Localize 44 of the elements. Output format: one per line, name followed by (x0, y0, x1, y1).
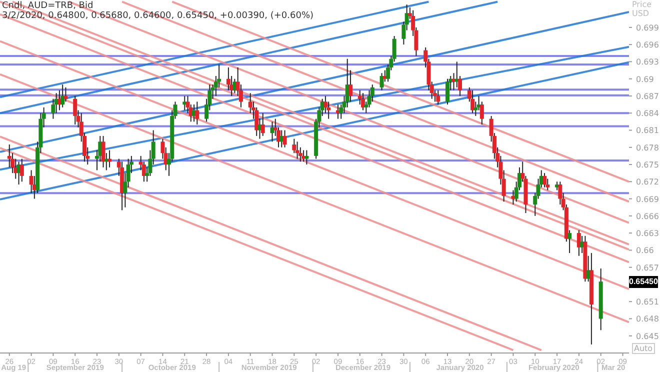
candlestick (568, 230, 572, 254)
candlestick (445, 78, 450, 106)
text: 3/2/2020, 0.64800, 0.65680, 0.64600, 0.65450, +0.00390, (+0.60%) (2, 11, 314, 21)
y-tick-label: 0.657 (636, 263, 659, 272)
candlestick (260, 112, 265, 136)
y-tick-label: 0.696 (636, 40, 659, 50)
annotation: 0.65450 (629, 276, 658, 288)
candlestick (436, 90, 440, 106)
candlestick (576, 230, 581, 256)
candlestick (511, 190, 516, 205)
candlestick (380, 72, 384, 91)
y-tick-label: 0.648 (636, 314, 659, 324)
candlestick (361, 92, 366, 111)
y-tick-label: 0.678 (636, 143, 659, 152)
candlestick (295, 141, 300, 160)
y-tick-label: 0.669 (636, 194, 659, 204)
candlestick (60, 84, 65, 108)
y-tick-label: 0.66 (636, 246, 654, 256)
y-tick-label: 0.684 (636, 109, 659, 118)
candlestick (348, 70, 352, 102)
y-tick-label: 0.645 (636, 332, 659, 341)
y-tick-label: 0.666 (636, 212, 659, 221)
chart-title: Cndl, AUD=TRB, Bid (2, 1, 94, 11)
y-axis-title: Price USD (632, 0, 653, 18)
text: Auto (632, 343, 655, 354)
candlestick (282, 130, 287, 148)
y-tick-label: 0.693 (636, 58, 659, 67)
candlestick (182, 95, 187, 111)
y-tick-label: 0.675 (636, 160, 659, 170)
y-tick-label: 0.651 (636, 298, 659, 307)
candlestick (542, 172, 547, 188)
candlestick (73, 95, 78, 126)
candlestick (101, 135, 106, 168)
candlestick (304, 150, 309, 166)
y-tick-label: 0.672 (636, 178, 659, 187)
candlestick (470, 90, 475, 114)
candlestick (64, 86, 68, 102)
y-tick-label: 0.699 (636, 23, 659, 32)
y-tick-label: 0.69 (636, 74, 654, 84)
candlestick (20, 158, 24, 182)
candlestick (195, 101, 200, 126)
y-tick-label: 0.687 (636, 92, 659, 101)
y-tick-label: 0.663 (636, 229, 659, 238)
y-tick-label: 0.681 (636, 126, 659, 136)
